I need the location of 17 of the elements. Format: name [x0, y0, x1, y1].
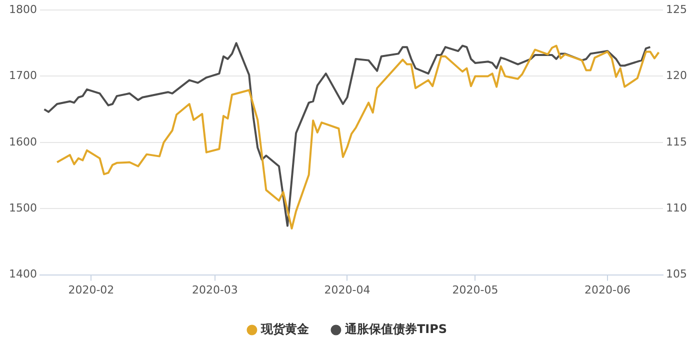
y2-tick-label: 105	[666, 268, 688, 281]
legend-label: 通胀保值债券TIPS	[344, 322, 448, 336]
y2-tick-label: 110	[666, 201, 688, 214]
x-tick-label: 2020-02	[68, 283, 114, 296]
y-tick-label: 1500	[8, 201, 37, 214]
x-tick-label: 2020-04	[324, 283, 370, 296]
legend-label: 现货黄金	[260, 322, 310, 336]
x-tick-label: 2020-05	[452, 283, 498, 296]
x-tick-label: 2020-06	[584, 283, 631, 296]
x-tick-label: 2020-03	[192, 283, 238, 296]
y2-tick-label: 120	[666, 69, 688, 82]
y-tick-label: 1600	[8, 135, 37, 148]
y-tick-label: 1800	[8, 2, 37, 16]
y2-tick-label: 115	[666, 135, 688, 148]
y2-tick-label: 125	[666, 2, 688, 16]
y-tick-label: 1700	[8, 69, 37, 82]
y-tick-label: 1400	[8, 268, 37, 281]
